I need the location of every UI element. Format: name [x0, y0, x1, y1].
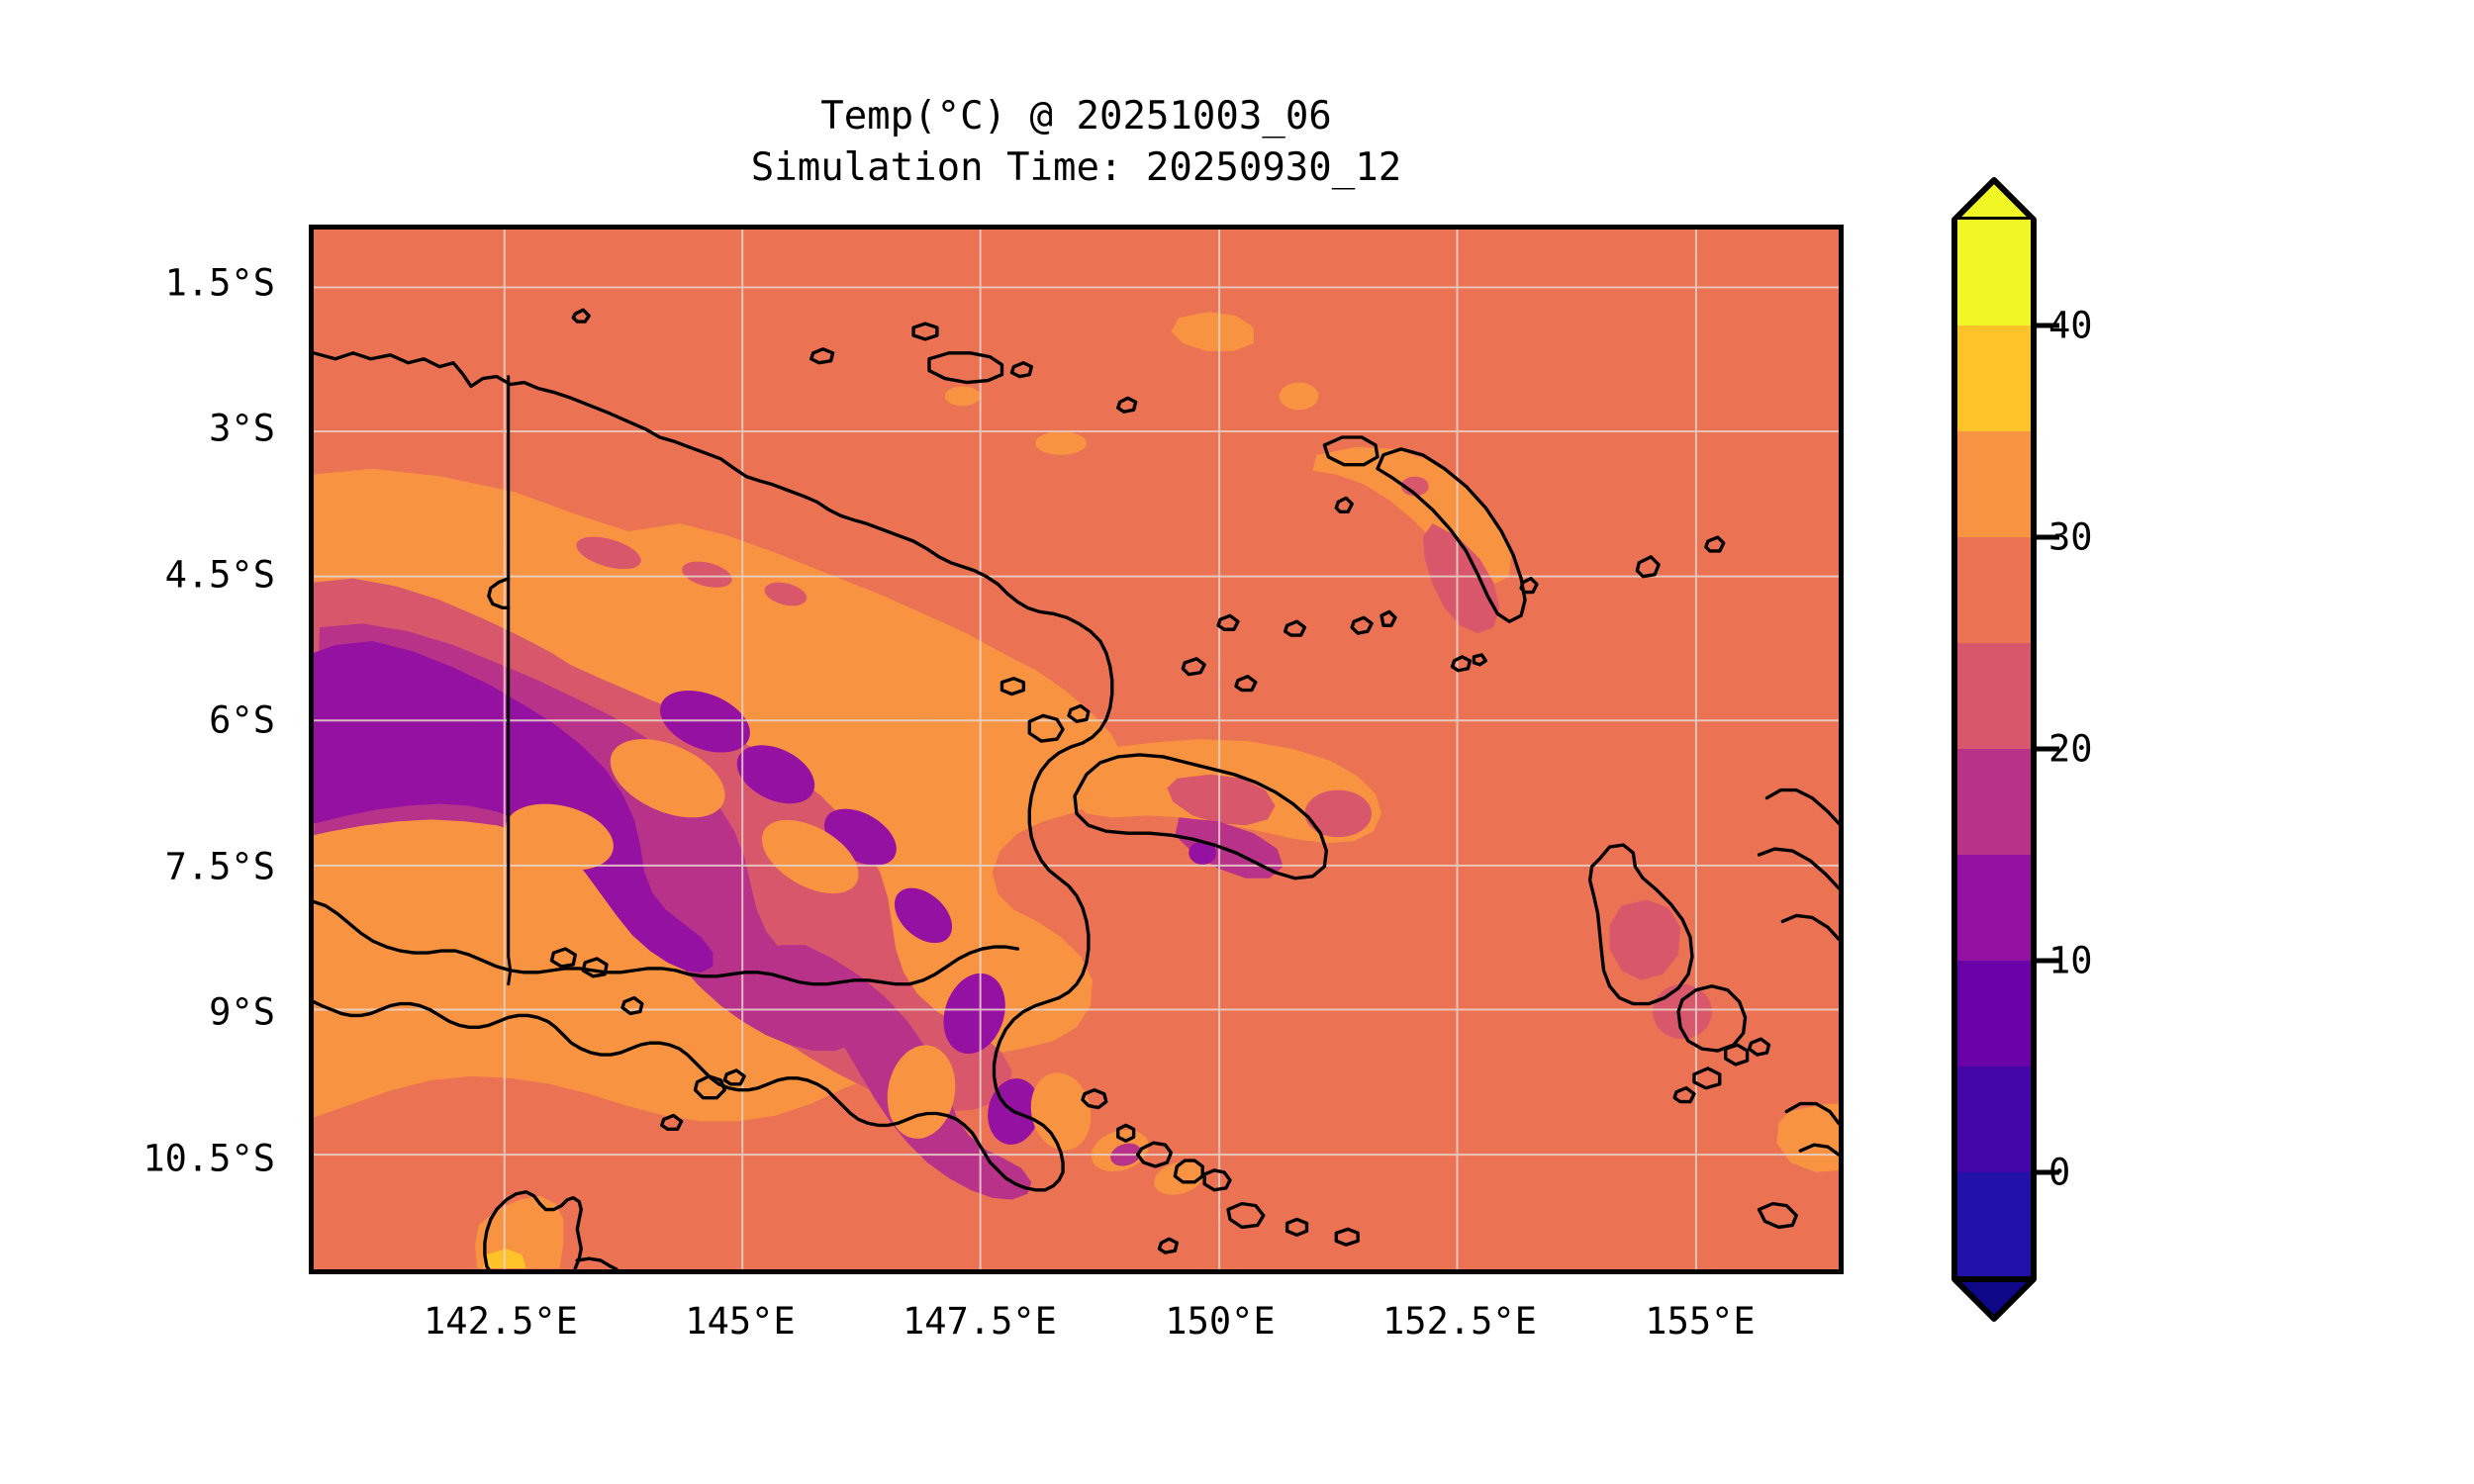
cband-minus5-0	[1954, 1172, 2034, 1279]
cband-30-35	[1954, 431, 2034, 537]
title-line-simulation-time: Simulation Time: 20250930_12	[750, 145, 1402, 191]
xtick-4: 150°E	[1165, 1300, 1276, 1343]
colorbar: 40 30 20 10 0	[1940, 173, 2355, 1326]
band-10-15-peaks	[314, 641, 714, 973]
colorbar-tick-label-20: 20	[2048, 727, 2093, 771]
figure-title: Temp(°C) @ 20251003_06 Simulation Time: …	[309, 91, 1844, 195]
cband-25-30	[1954, 537, 2034, 643]
cband-20-25	[1954, 643, 2034, 749]
valley-orange-a	[610, 739, 725, 818]
cband-15-20	[1954, 749, 2034, 855]
valley-orange-b	[761, 819, 859, 894]
offshore-orange-d	[720, 680, 753, 700]
coast-rose-b	[682, 561, 732, 588]
purple-core-e	[943, 973, 1005, 1055]
ytick-6: 9°S	[209, 990, 275, 1034]
xtick-3: 147.5°E	[903, 1300, 1057, 1343]
ytick-3: 4.5°S	[164, 553, 275, 597]
xtick-5: 152.5°E	[1382, 1300, 1537, 1343]
map-plot-area	[309, 225, 1844, 1274]
ytick-2: 3°S	[209, 407, 275, 450]
colorbar-bands	[1954, 220, 2034, 1279]
map-gridlines	[314, 230, 1839, 1269]
valley-orange-e	[1030, 1072, 1092, 1151]
newbritain-rose-b	[1304, 789, 1373, 838]
coastlines	[314, 308, 1839, 1269]
ytick-1: 1.5°S	[164, 261, 275, 305]
manus-orange	[1171, 312, 1254, 351]
purple-core-b	[736, 745, 815, 804]
newbritain-rose-a	[1167, 774, 1276, 826]
colorbar-extend-max-arrow	[1951, 177, 2037, 223]
coast-rose-a	[576, 536, 641, 570]
coast-rose-c	[764, 582, 808, 606]
ytick-4: 6°S	[209, 698, 275, 742]
newbritain-purple-core	[1189, 841, 1217, 865]
newireland-rose-small	[1400, 476, 1429, 497]
capeyork-orange	[474, 1195, 564, 1269]
colorbar-tick-label-10: 10	[2048, 939, 2093, 982]
title-line-variable-and-valid-time: Temp(°C) @ 20251003_06	[820, 94, 1332, 139]
colorbar-swatches	[1951, 177, 2059, 1322]
bougainville-rose-a	[1609, 899, 1681, 980]
ytick-7: 10.5°S	[143, 1137, 275, 1180]
newguinea-temperature-bands	[314, 468, 1124, 1200]
valley-orange-c	[505, 803, 614, 871]
x-axis-tick-labels: 142.5°E 145°E 147.5°E 150°E 152.5°E 155°…	[309, 1274, 1844, 1363]
cband-35-40	[1954, 325, 2034, 431]
offshore-orange-c	[944, 386, 981, 407]
xtick-2: 145°E	[685, 1300, 796, 1343]
purple-core-d	[894, 887, 953, 944]
temperature-contour-map	[314, 230, 1839, 1269]
colorbar-ticks	[2034, 323, 2059, 1175]
offshore-orange-a	[1279, 382, 1319, 411]
colorbar-tick-label-30: 30	[2048, 515, 2093, 559]
colorbar-tick-label-0: 0	[2048, 1151, 2071, 1194]
cband-0-5	[1954, 1067, 2034, 1172]
ytick-5: 7.5°S	[164, 845, 275, 888]
colorbar-extend-min-arrow	[1951, 1276, 2037, 1322]
xtick-1: 142.5°E	[424, 1300, 578, 1343]
cband-40-45	[1954, 220, 2034, 325]
offshore-orange-b	[1035, 431, 1087, 455]
colorbar-tick-label-40: 40	[2048, 304, 2093, 347]
cband-10-15	[1954, 855, 2034, 961]
cband-5-10	[1954, 961, 2034, 1067]
y-axis-tick-labels: 1.5°S 3°S 4.5°S 6°S 7.5°S 9°S 10.5°S	[0, 225, 293, 1274]
xtick-6: 155°E	[1645, 1300, 1756, 1343]
newireland-rose	[1422, 523, 1500, 634]
